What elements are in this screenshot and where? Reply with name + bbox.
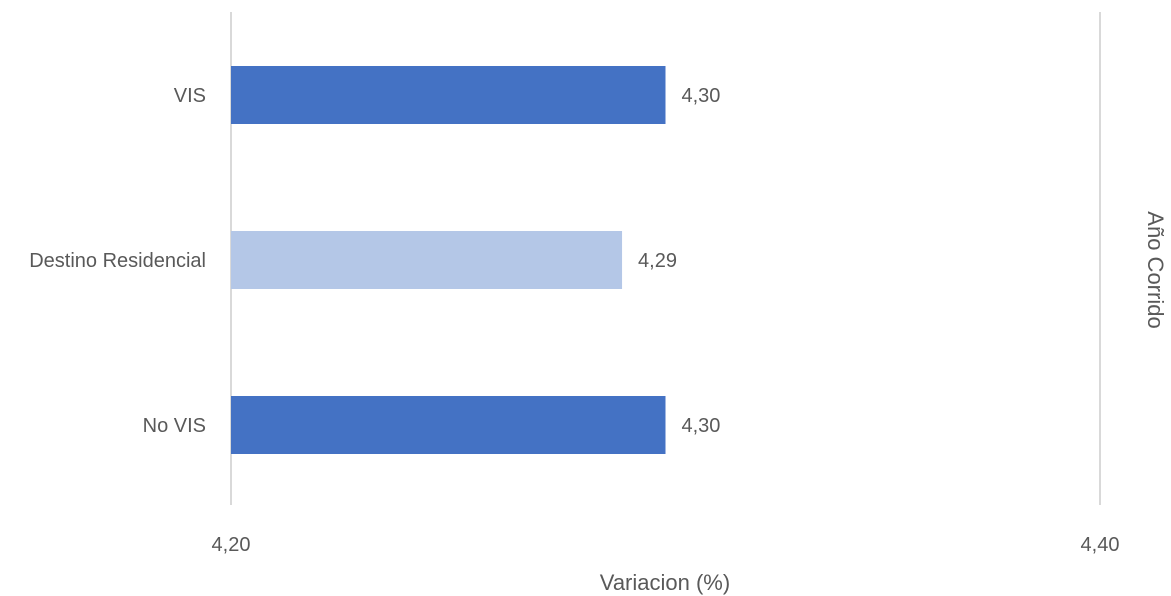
labels: 4,20 4,40 VIS 4,30 Destino Residencial 4,29 No… xyxy=(29,85,1119,556)
bar xyxy=(231,231,623,289)
bar xyxy=(231,396,666,454)
x-tick-label: 4,40 xyxy=(1081,534,1120,556)
bars xyxy=(231,66,666,454)
bar xyxy=(231,66,666,124)
x-tick-label: 4,20 xyxy=(212,534,251,556)
data-label: 4,30 xyxy=(682,415,721,437)
category-label: Destino Residencial xyxy=(29,250,206,272)
data-label: 4,30 xyxy=(682,85,721,107)
category-label: VIS xyxy=(174,85,206,107)
x-axis-title: Variacion (%) xyxy=(600,570,730,595)
secondary-axis-title: Año Corrido xyxy=(1143,211,1168,328)
category-label: No VIS xyxy=(143,415,206,437)
data-label: 4,29 xyxy=(638,250,677,272)
